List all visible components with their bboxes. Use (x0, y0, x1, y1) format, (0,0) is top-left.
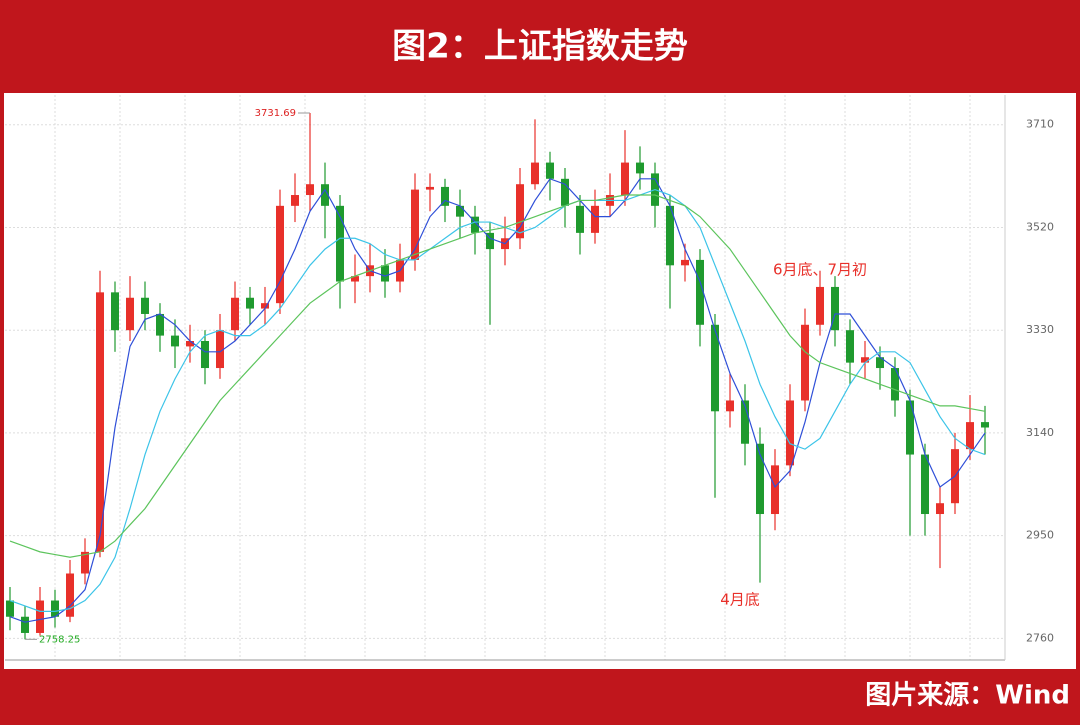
annotation: 4月底 (720, 591, 760, 609)
candle-body (6, 600, 14, 617)
candle-body (141, 297, 149, 314)
ma-line (9, 194, 986, 558)
candle-body (726, 400, 734, 412)
candle-body (336, 205, 344, 282)
candle-body (921, 454, 929, 515)
y-tick-label: 3140 (1026, 426, 1054, 439)
candle-body (486, 232, 494, 250)
candle-body (681, 259, 689, 266)
y-tick-label: 3710 (1026, 118, 1054, 131)
annotation: 6月底、7月初 (773, 261, 867, 279)
plot-panel (4, 93, 1076, 669)
candle-body (51, 600, 59, 617)
candle-body (216, 330, 224, 369)
max-label: 3731.69 (255, 108, 296, 119)
candle-body (981, 422, 989, 428)
candle-body (561, 178, 569, 206)
candle-body (291, 195, 299, 206)
candle-body (171, 335, 179, 347)
candle-body (426, 186, 434, 190)
candle-body (126, 297, 134, 331)
candle-body (411, 189, 419, 260)
candle-body (261, 303, 269, 309)
candle-body (801, 324, 809, 401)
min-label: 2758.25 (39, 634, 80, 645)
source: 图片来源：Wind (865, 681, 1070, 711)
candle-body (876, 357, 884, 369)
candle-body (696, 259, 704, 325)
candle-body (201, 341, 209, 369)
y-tick-label: 3330 (1026, 323, 1054, 336)
candle-body (966, 422, 974, 450)
chart-title: 图2：上证指数走势 (392, 27, 688, 67)
candle-body (246, 297, 254, 309)
candle-body (936, 503, 944, 515)
candle-body (351, 276, 359, 282)
candle-body (906, 400, 914, 455)
candle-body (756, 443, 764, 515)
candle-body (276, 205, 284, 304)
candle-body (36, 600, 44, 633)
candle-body (381, 265, 389, 282)
ma-line (9, 178, 986, 623)
candle-body (66, 573, 74, 617)
candle-body (831, 286, 839, 331)
y-tick-label: 2950 (1026, 529, 1054, 542)
y-tick-label: 3520 (1026, 220, 1054, 233)
candle-body (156, 313, 164, 336)
candle-body (891, 368, 899, 401)
candle-body (231, 297, 239, 331)
candle-body (861, 357, 869, 363)
candle-body (111, 292, 119, 331)
candle-body (81, 551, 89, 574)
candle-body (186, 341, 194, 347)
candle-body (546, 162, 554, 179)
candle-body (441, 186, 449, 206)
y-tick-label: 2760 (1026, 631, 1054, 644)
candle-body (711, 324, 719, 412)
candle-body (771, 465, 779, 515)
candle-body (786, 400, 794, 466)
candle-body (621, 162, 629, 196)
candle-body (456, 205, 464, 217)
candle-body (516, 184, 524, 239)
candle-body (96, 292, 104, 552)
candle-body (321, 184, 329, 206)
candle-body (531, 162, 539, 185)
candle-body (306, 184, 314, 196)
candle-body (591, 205, 599, 233)
candle-body (666, 205, 674, 266)
candle-body (816, 286, 824, 325)
ma-line (9, 188, 986, 612)
candle-body (636, 162, 644, 174)
candle-body (21, 616, 29, 633)
candle-body (471, 216, 479, 233)
candle-body (741, 400, 749, 444)
candle-body (576, 205, 584, 233)
candle-body (846, 330, 854, 363)
